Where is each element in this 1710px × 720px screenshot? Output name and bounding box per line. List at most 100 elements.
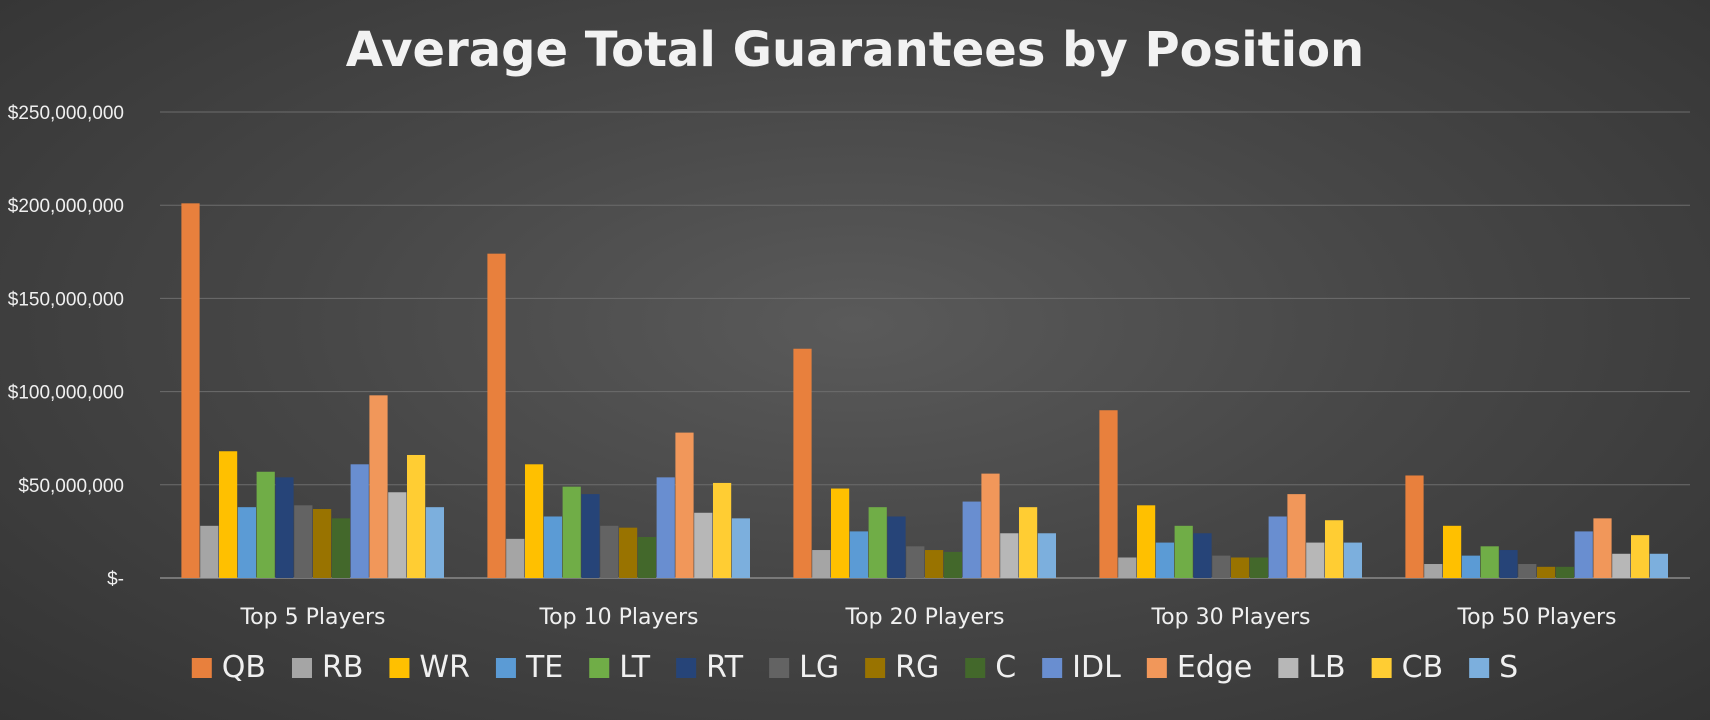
legend-swatch xyxy=(1371,658,1392,678)
legend-swatch xyxy=(291,658,312,678)
bar-rt xyxy=(581,494,600,578)
chart-title: Average Total Guarantees by Position xyxy=(346,22,1364,78)
legend-label: S xyxy=(1499,650,1518,685)
bar-qb xyxy=(793,348,812,578)
bar-rt xyxy=(1499,550,1518,578)
legend-label: RB xyxy=(322,650,363,685)
bar-rb xyxy=(812,550,831,578)
legend-swatch xyxy=(676,658,697,678)
legend-label: C xyxy=(995,650,1016,685)
bar-rg xyxy=(313,509,332,578)
bar-c xyxy=(637,536,656,578)
legend-label: RT xyxy=(706,650,744,685)
legend-label: WR xyxy=(419,650,470,685)
bar-cb xyxy=(407,454,426,578)
bar-wr xyxy=(1137,505,1156,578)
bar-rg xyxy=(619,527,638,578)
legend-label: IDL xyxy=(1072,650,1121,685)
y-tick-label: $200,000,000 xyxy=(8,196,124,217)
bar-idl xyxy=(1268,516,1287,578)
x-tick-label: Top 5 Players xyxy=(239,605,385,630)
bar-rg xyxy=(925,550,944,578)
legend-swatch xyxy=(1469,658,1490,678)
legend-swatch xyxy=(865,658,886,678)
y-tick-label: $- xyxy=(107,569,124,590)
bar-lt xyxy=(1480,546,1499,578)
y-tick-label: $50,000,000 xyxy=(18,476,124,497)
bar-qb xyxy=(487,253,506,578)
bar-rg xyxy=(1231,557,1250,578)
legend-swatch xyxy=(191,658,212,678)
x-axis-ticks: Top 5 Players Top 10 Players Top 20 Player… xyxy=(239,605,1616,630)
bar-te xyxy=(237,507,256,578)
bar-s xyxy=(1649,553,1668,578)
legend-label: LT xyxy=(619,650,651,685)
bar-lg xyxy=(906,546,925,578)
bar-lt xyxy=(868,507,887,578)
x-tick-label: Top 30 Players xyxy=(1150,605,1310,630)
y-tick-label: $150,000,000 xyxy=(8,289,124,310)
y-axis-ticks: $- $50,000,000 $100,000,000 $150,000,000 $20… xyxy=(8,103,124,590)
legend: QB RB WR TE LT RT LG RG C IDL Edge LB CB S xyxy=(191,650,1518,685)
bar-cb xyxy=(1325,520,1344,578)
legend-swatch xyxy=(1146,658,1167,678)
x-tick-label: Top 10 Players xyxy=(538,605,698,630)
legend-swatch xyxy=(389,658,410,678)
bar-edge xyxy=(675,432,694,578)
bar-idl xyxy=(350,464,369,578)
bar-cb xyxy=(713,482,732,578)
bar-idl xyxy=(962,501,981,578)
bars xyxy=(181,203,1668,578)
legend-swatch xyxy=(1278,658,1299,678)
bar-lt xyxy=(1174,525,1193,578)
legend-label: QB xyxy=(222,650,266,685)
legend-swatch xyxy=(1042,658,1063,678)
bar-te xyxy=(1461,555,1480,578)
bar-c xyxy=(1249,557,1268,578)
bar-lg xyxy=(1212,555,1231,578)
bar-s xyxy=(425,507,444,578)
bar-rb xyxy=(1118,557,1137,578)
bar-te xyxy=(543,516,562,578)
bar-c xyxy=(1555,566,1574,578)
x-tick-label: Top 20 Players xyxy=(844,605,1004,630)
legend-label: LG xyxy=(799,650,839,685)
legend-swatch xyxy=(965,658,986,678)
bar-rg xyxy=(1537,566,1556,578)
legend-swatch xyxy=(769,658,790,678)
bar-wr xyxy=(525,464,544,578)
bar-cb xyxy=(1631,535,1650,578)
legend-label: Edge xyxy=(1177,650,1253,685)
bar-lg xyxy=(294,505,313,578)
bar-rt xyxy=(1193,533,1212,578)
bar-wr xyxy=(831,488,850,578)
bar-wr xyxy=(1443,525,1462,578)
bar-rb xyxy=(506,538,525,578)
bar-lb xyxy=(694,512,713,578)
bar-edge xyxy=(981,473,1000,578)
bar-rb xyxy=(1424,564,1443,578)
bar-lt xyxy=(562,486,581,578)
legend-label: CB xyxy=(1402,650,1444,685)
bar-rb xyxy=(200,525,219,578)
bar-qb xyxy=(1099,410,1118,578)
bar-edge xyxy=(1593,518,1612,578)
bar-rt xyxy=(887,516,906,578)
bar-c xyxy=(331,518,350,578)
bar-lg xyxy=(1518,564,1537,578)
bar-lt xyxy=(256,471,275,578)
bar-lb xyxy=(1306,542,1325,578)
bar-qb xyxy=(1405,475,1424,578)
y-tick-label: $100,000,000 xyxy=(8,383,124,404)
bar-wr xyxy=(219,451,238,578)
legend-label: LB xyxy=(1308,650,1345,685)
bar-idl xyxy=(1574,531,1593,578)
legend-label: TE xyxy=(525,650,563,685)
bar-lg xyxy=(600,525,619,578)
legend-swatch xyxy=(589,658,610,678)
legend-swatch xyxy=(495,658,516,678)
bar-lb xyxy=(388,492,407,578)
bar-s xyxy=(731,518,750,578)
x-tick-label: Top 50 Players xyxy=(1456,605,1616,630)
